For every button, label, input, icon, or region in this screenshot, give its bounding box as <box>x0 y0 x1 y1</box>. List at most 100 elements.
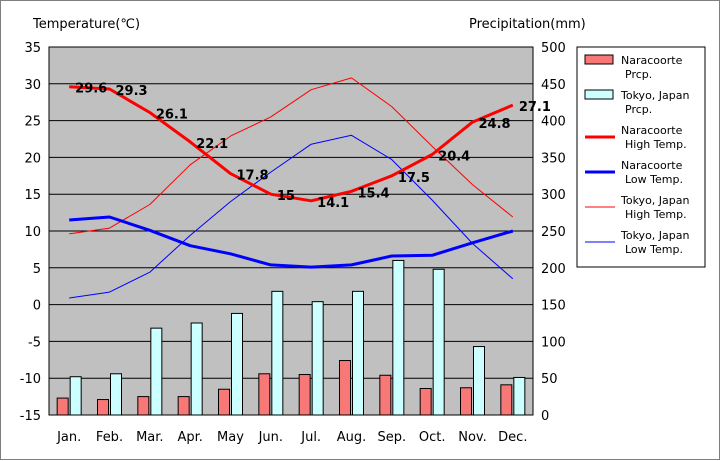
x-tick-label: Aug. <box>337 430 367 445</box>
x-tick-label: May <box>217 430 244 445</box>
x-tick-label: Mar. <box>136 430 163 445</box>
data-label-naracoorte-high: 15.4 <box>358 186 390 201</box>
x-tick-label: Jan. <box>56 430 81 445</box>
right-tick-label: 400 <box>541 115 566 130</box>
left-tick-label: 10 <box>24 225 41 240</box>
temperature-lines <box>69 77 514 299</box>
data-labels: 29.6 29.3 26.1 22.1 17.8 15 14.1 15.4 17.5 20.4 24… <box>75 82 551 211</box>
left-tick-label: 20 <box>24 151 41 166</box>
bar-naracoorte-prcp <box>56 397 69 416</box>
bar-tokyo-prcp <box>473 346 485 416</box>
data-label-naracoorte-high: 15 <box>277 189 295 204</box>
legend-tokyo-high-line2: High Temp. <box>625 208 687 221</box>
bar-naracoorte-prcp <box>379 374 392 416</box>
x-tick-label: Jun. <box>258 430 283 445</box>
bar-tokyo-prcp <box>311 301 324 416</box>
legend-tokyo-low-line1: Tokyo, Japan <box>620 229 689 242</box>
left-axis-title: Temperature(℃) <box>32 17 140 32</box>
bar-naracoorte-prcp <box>339 360 351 416</box>
plot-border <box>48 46 534 416</box>
left-tick-label: 25 <box>24 115 41 130</box>
legend-tokyo-prcp-line1: Tokyo, Japan <box>620 89 689 102</box>
bar-naracoorte-prcp <box>298 374 311 416</box>
data-label-naracoorte-high: 20.4 <box>438 149 470 164</box>
data-label-naracoorte-high: 26.1 <box>156 108 188 123</box>
left-tick-label: -10 <box>20 372 41 387</box>
x-tick-label: Dec. <box>498 430 527 445</box>
bar-tokyo-prcp <box>392 259 405 416</box>
right-axis-title: Precipitation(mm) <box>469 17 586 32</box>
legend-naracoorte-prcp-line1: Naracoorte <box>621 54 683 67</box>
data-label-naracoorte-high: 27.1 <box>519 100 551 115</box>
x-tick-label: Nov. <box>458 430 487 445</box>
right-tick-label: 500 <box>541 41 566 56</box>
x-axis-ticks: Jan. Feb. Mar. Apr. May Jun. Jul. Aug. Sep. Oct. N… <box>56 430 527 445</box>
line-tokyo-high <box>69 77 514 235</box>
bar-naracoorte-prcp <box>137 396 150 416</box>
left-tick-label: 0 <box>33 299 41 314</box>
bar-naracoorte-prcp <box>218 388 230 416</box>
right-tick-label: 150 <box>541 299 566 314</box>
legend-naracoorte-low-line1: Naracoorte <box>621 159 683 172</box>
legend-naracoorte-low-line2: Low Temp. <box>625 173 683 186</box>
left-tick-label: -5 <box>28 335 41 350</box>
data-label-naracoorte-high: 29.6 <box>75 82 107 97</box>
right-tick-label: 200 <box>541 262 566 277</box>
line-naracoorte-high <box>69 85 514 203</box>
bar-tokyo-prcp <box>432 268 445 416</box>
legend-naracoorte-prcp-swatch <box>584 54 614 65</box>
legend-naracoorte-high-line2: High Temp. <box>625 138 687 151</box>
bar-tokyo-prcp <box>150 327 163 416</box>
data-label-naracoorte-high: 29.3 <box>116 84 148 99</box>
bar-tokyo-prcp <box>69 376 82 416</box>
bar-tokyo-prcp <box>231 312 243 416</box>
left-tick-label: 15 <box>24 188 41 203</box>
legend-tokyo-low-line2: Low Temp. <box>625 243 683 256</box>
line-naracoorte-low <box>69 215 514 269</box>
legend-naracoorte-high-line1: Naracoorte <box>621 124 683 137</box>
bar-naracoorte-prcp <box>258 373 271 416</box>
bar-naracoorte-prcp <box>97 399 109 416</box>
legend-tokyo-prcp-line2: Prcp. <box>625 103 652 116</box>
bar-tokyo-prcp <box>352 290 364 416</box>
x-tick-label: Feb. <box>96 430 123 445</box>
precipitation-bars <box>56 259 526 416</box>
bar-tokyo-prcp <box>513 376 526 416</box>
right-tick-label: 0 <box>541 409 549 424</box>
x-tick-label: Apr. <box>177 430 202 445</box>
x-tick-label: Oct. <box>419 430 446 445</box>
x-tick-label: Sep. <box>378 430 407 445</box>
left-tick-label: 30 <box>24 78 41 93</box>
bar-tokyo-prcp <box>190 322 203 416</box>
left-tick-label: 35 <box>24 41 41 56</box>
bar-tokyo-prcp <box>271 290 284 416</box>
left-tick-label: -15 <box>20 409 41 424</box>
legend-tokyo-prcp-swatch <box>584 89 614 100</box>
line-tokyo-low <box>69 134 514 299</box>
legend-box <box>576 46 706 268</box>
right-tick-label: 350 <box>541 151 566 166</box>
x-tick-label: Jul. <box>300 430 321 445</box>
left-axis-ticks: 35 30 25 20 15 10 5 0 -5 -10 -15 <box>20 41 41 424</box>
data-label-naracoorte-high: 17.5 <box>398 171 430 186</box>
data-label-naracoorte-high: 17.8 <box>237 169 269 184</box>
legend-naracoorte-prcp-line2: Prcp. <box>625 68 652 81</box>
bar-tokyo-prcp <box>110 373 122 416</box>
gridlines <box>49 83 533 379</box>
right-tick-label: 100 <box>541 335 566 350</box>
right-tick-label: 450 <box>541 78 566 93</box>
bar-naracoorte-prcp <box>177 396 190 416</box>
data-label-naracoorte-high: 22.1 <box>196 137 228 152</box>
bar-naracoorte-prcp <box>419 388 432 416</box>
left-tick-label: 5 <box>33 262 41 277</box>
right-tick-label: 50 <box>541 372 558 387</box>
right-tick-label: 250 <box>541 225 566 240</box>
bar-naracoorte-prcp <box>500 384 513 416</box>
bar-naracoorte-prcp <box>460 387 472 416</box>
right-tick-label: 300 <box>541 188 566 203</box>
data-label-naracoorte-high: 24.8 <box>479 117 511 132</box>
